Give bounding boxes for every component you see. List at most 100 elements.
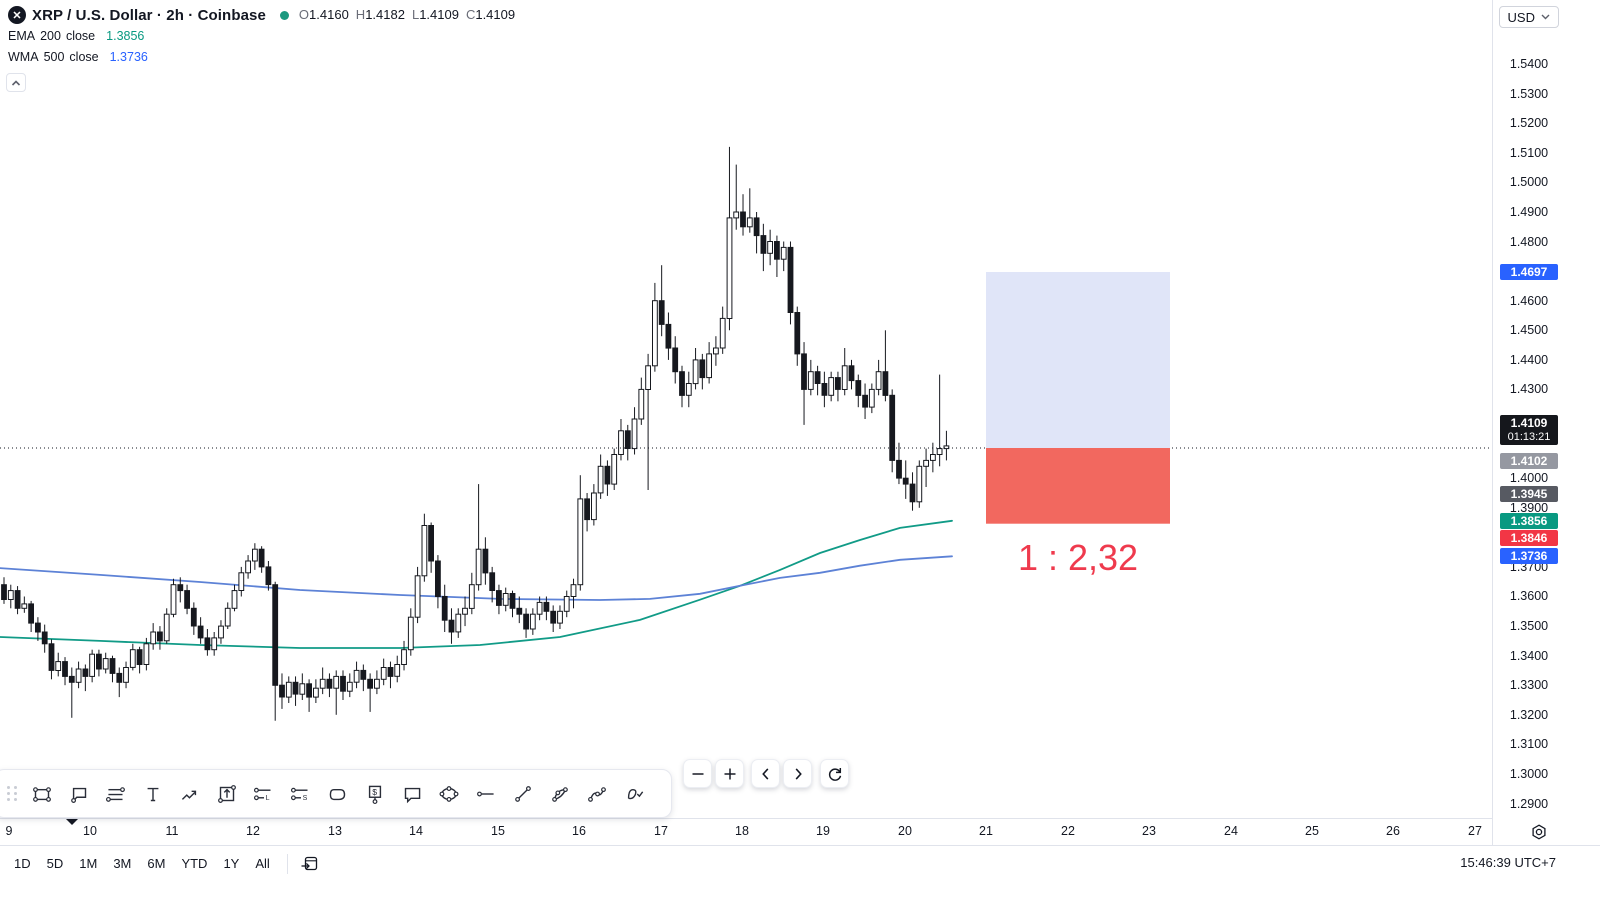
tool-rounded-shape-button[interactable] [319,774,356,814]
tool-date-price-range-button[interactable] [208,774,245,814]
range-5d-button[interactable]: 5D [40,852,71,875]
range-1y-button[interactable]: 1Y [216,852,246,875]
zoom-out-button[interactable] [683,759,712,788]
candle-body [882,371,889,396]
tool-text-button[interactable] [134,774,171,814]
time-tick: 9 [5,824,13,838]
tool-polyline-arrow-button[interactable] [171,774,208,814]
range-ytd-button[interactable]: YTD [174,852,214,875]
candle-body [489,572,496,591]
tool-curve-button[interactable] [578,774,615,814]
symbol-title[interactable]: XRP / U.S. Dollar · 2h · Coinbase [32,6,266,24]
candle-body [835,377,841,390]
candle-body [41,631,48,645]
candle-body [943,445,950,450]
tool-parallel-lines-button[interactable] [97,774,134,814]
scroll-right-button[interactable] [783,759,812,788]
price-tick: 1.5400 [1509,57,1549,71]
session-clock[interactable]: 15:46:39 UTC+7 [1460,855,1556,870]
candle-body [930,454,936,461]
candle-body [14,590,21,609]
candle-body [204,637,211,651]
symbol-row[interactable]: ✕ XRP / U.S. Dollar · 2h · Coinbase O1.4… [8,6,522,24]
legend-collapse-button[interactable] [6,73,26,92]
candle-body [109,658,116,674]
candle-body [265,566,272,586]
candle-body [82,668,89,677]
candle-body [340,675,346,692]
range-1m-button[interactable]: 1M [72,852,104,875]
candle-body [611,454,618,485]
zoom-in-button[interactable] [715,759,744,788]
drawing-toolbar[interactable]: L S $ [0,769,672,818]
range-all-button[interactable]: All [248,852,276,875]
indicator-name: EMA [8,29,36,43]
tool-comment-button[interactable] [393,774,430,814]
svg-text:S: S [302,794,307,801]
toolbar-hide-arrow-icon[interactable] [66,819,78,825]
candle-body [767,241,774,254]
reset-chart-button[interactable] [820,759,849,788]
candle-body [774,241,780,260]
signature-icon [627,788,643,799]
candle-body [563,596,570,612]
candle-body [475,548,482,586]
candle-body [618,430,624,455]
candle-body [346,681,353,692]
long-position-profit-zone[interactable] [986,272,1170,448]
candle-body [787,246,794,313]
chart-legend: ✕ XRP / U.S. Dollar · 2h · Coinbase O1.4… [8,6,522,69]
chart-pane[interactable]: 1 : 2,32 ✕ XRP / U.S. Dollar · 2h · Coin… [0,0,1492,825]
date-range-buttons: 1D 5D 1M 3M 6M YTD 1Y All [6,852,278,875]
candle-body [760,235,767,254]
tool-ellipse-button[interactable] [430,774,467,814]
tool-arc-button[interactable] [541,774,578,814]
axis-settings-icon[interactable] [1529,822,1549,842]
candle-body [21,603,28,609]
candle-body [889,394,896,461]
currency-selector[interactable]: USD [1498,6,1559,28]
candle-body [89,653,95,677]
toolbar-drag-handle[interactable] [5,782,19,806]
range-1d-button[interactable]: 1D [7,852,38,875]
scroll-left-button[interactable] [751,759,780,788]
candle-body [279,684,285,698]
long-position-loss-zone[interactable] [986,448,1170,524]
range-6m-button[interactable]: 6M [140,852,172,875]
tool-signature-button[interactable] [615,774,652,814]
candle-body [333,675,340,689]
candle-body [496,590,502,606]
range-3m-button[interactable]: 3M [106,852,138,875]
indicator-row-wma[interactable]: WMA 500 close 1.3736 [8,48,522,66]
trend-line-icon [514,785,531,802]
go-to-date-button[interactable] [297,851,323,877]
tool-callout-button[interactable] [60,774,97,814]
tool-short-position-button[interactable]: S [282,774,319,814]
candle-body [272,584,279,686]
candle-body [353,669,360,683]
candle-body [299,683,306,695]
tool-price-label-button[interactable]: $ [356,774,393,814]
price-tick: 1.5200 [1509,116,1549,130]
tool-horizontal-ray-button[interactable] [467,774,504,814]
candle-body [184,590,190,609]
candle-body [801,353,807,390]
candle-body [740,211,746,228]
candle-body [733,211,740,219]
tool-long-position-button[interactable]: L [245,774,282,814]
indicator-source: close [69,50,99,64]
candle-body [157,631,163,642]
candle-body [645,365,652,390]
candle-body [75,668,82,683]
candle-body [516,607,523,615]
price-tick: 1.4300 [1509,382,1549,396]
tool-trend-line-button[interactable] [504,774,541,814]
arc-icon [551,786,568,802]
candle-body [550,610,557,624]
indicator-row-ema[interactable]: EMA 200 close 1.3856 [8,27,522,45]
time-axis[interactable]: 9 10 11 12 13 14 15 16 17 18 19 20 21 22 23 24 25 26 27 [0,818,1492,845]
tool-rectangle-button[interactable] [23,774,60,814]
candle-body [252,548,258,562]
curve-icon [587,786,606,802]
price-axis[interactable]: 1.5400 1.5300 1.5200 1.5100 1.5000 1.4900 1.48… [1492,0,1600,845]
